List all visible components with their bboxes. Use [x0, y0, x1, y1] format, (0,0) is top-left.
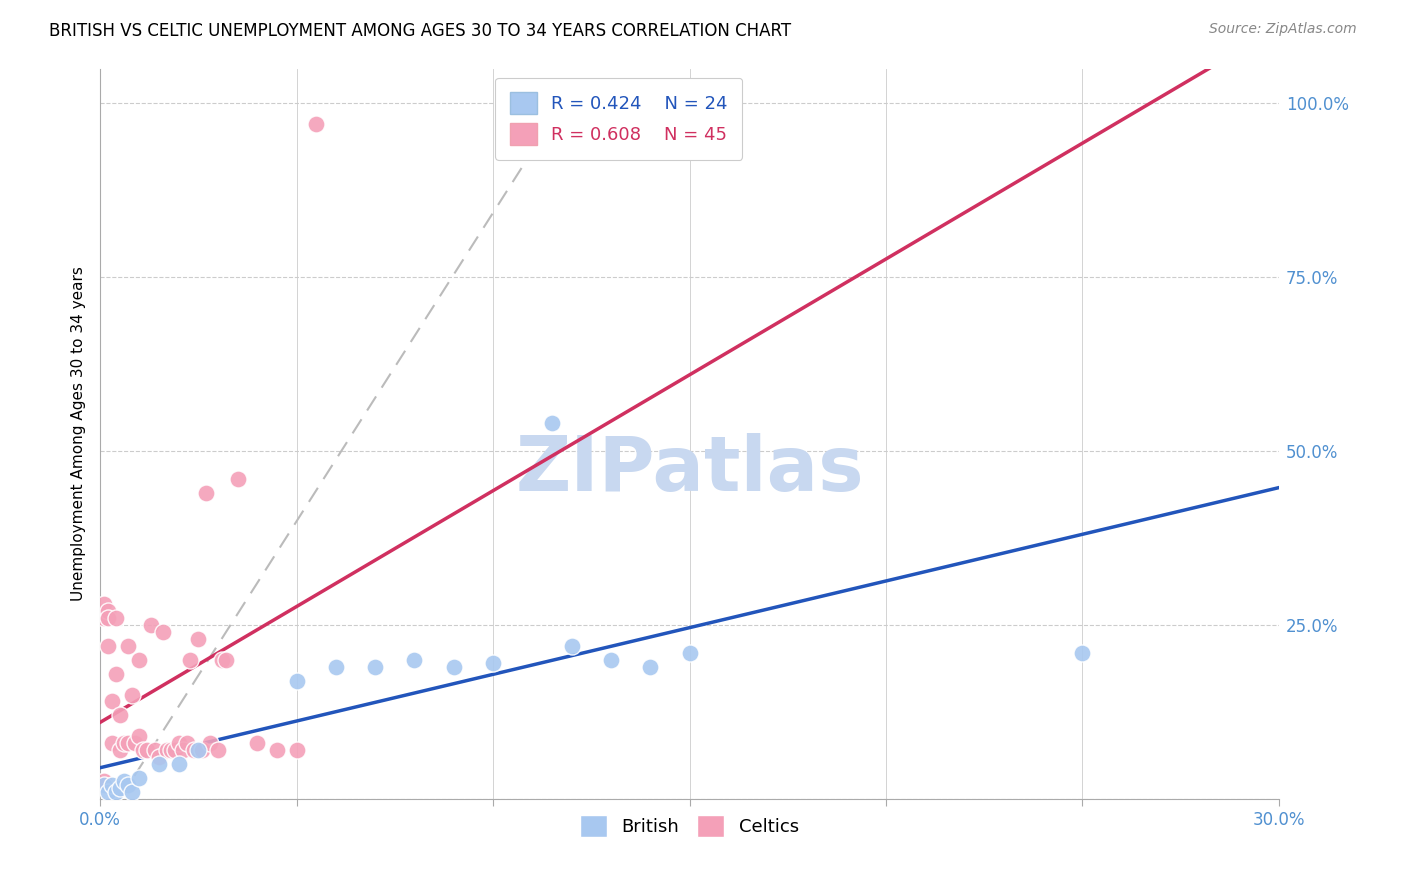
Point [128, 653, 150, 667]
Point [187, 632, 209, 646]
Point [108, 708, 131, 723]
Point [112, 774, 135, 789]
Point [97, 785, 120, 799]
Point [1071, 646, 1094, 660]
Point [148, 757, 170, 772]
Point [117, 778, 139, 792]
Point [191, 743, 214, 757]
Point [128, 771, 150, 785]
Point [207, 743, 229, 757]
Point [117, 736, 139, 750]
Point [364, 659, 387, 673]
Point [246, 736, 269, 750]
Point [121, 785, 143, 799]
Point [143, 743, 166, 757]
Point [285, 743, 308, 757]
Point [482, 657, 505, 671]
Point [638, 659, 661, 673]
Point [101, 778, 124, 792]
Point [600, 653, 623, 667]
Point [148, 750, 170, 764]
Point [136, 743, 159, 757]
Point [108, 781, 131, 796]
Legend: British, Celtics: British, Celtics [572, 808, 806, 845]
Point [325, 659, 347, 673]
Text: BRITISH VS CELTIC UNEMPLOYMENT AMONG AGES 30 TO 34 YEARS CORRELATION CHART: BRITISH VS CELTIC UNEMPLOYMENT AMONG AGE… [49, 22, 792, 40]
Y-axis label: Unemployment Among Ages 30 to 34 years: Unemployment Among Ages 30 to 34 years [72, 266, 86, 601]
Point [561, 639, 583, 653]
Point [179, 653, 201, 667]
Point [104, 666, 127, 681]
Point [678, 646, 700, 660]
Point [285, 673, 308, 688]
Point [104, 611, 127, 625]
Point [215, 653, 238, 667]
Point [141, 618, 163, 632]
Point [132, 743, 155, 757]
Point [93, 774, 115, 789]
Point [541, 416, 564, 430]
Point [160, 743, 183, 757]
Point [226, 472, 249, 486]
Point [404, 653, 426, 667]
Point [187, 743, 209, 757]
Text: ZIPatlas: ZIPatlas [515, 434, 863, 508]
Point [172, 743, 194, 757]
Point [443, 659, 465, 673]
Point [128, 729, 150, 743]
Point [305, 117, 328, 131]
Point [121, 688, 143, 702]
Point [97, 611, 120, 625]
Point [117, 639, 139, 653]
Point [93, 611, 115, 625]
Point [167, 736, 190, 750]
Point [183, 743, 205, 757]
Point [176, 736, 198, 750]
Point [101, 694, 124, 708]
Text: Source: ZipAtlas.com: Source: ZipAtlas.com [1209, 22, 1357, 37]
Point [93, 778, 115, 792]
Point [167, 757, 190, 772]
Point [211, 653, 233, 667]
Point [112, 736, 135, 750]
Point [97, 604, 120, 618]
Point [195, 485, 218, 500]
Point [93, 597, 115, 611]
Point [163, 743, 186, 757]
Point [152, 624, 174, 639]
Point [266, 743, 288, 757]
Point [108, 743, 131, 757]
Point [198, 736, 221, 750]
Point [97, 639, 120, 653]
Point [156, 743, 179, 757]
Point [101, 736, 124, 750]
Point [124, 736, 146, 750]
Point [104, 785, 127, 799]
